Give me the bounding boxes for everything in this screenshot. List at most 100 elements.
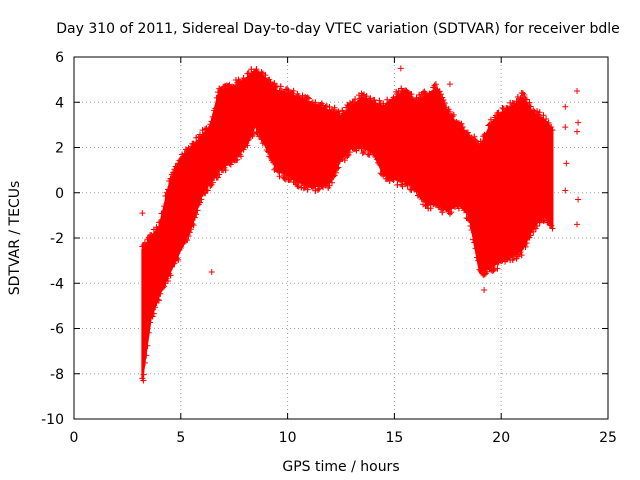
data-point: [504, 105, 511, 112]
data-point: [209, 113, 216, 120]
data-point: [562, 187, 569, 194]
data-point: [326, 182, 333, 189]
data-point: [204, 187, 211, 194]
data-point: [368, 146, 375, 153]
data-point: [338, 154, 344, 161]
data-point: [414, 192, 421, 199]
data-point: [354, 100, 361, 107]
data-point: [562, 103, 569, 110]
data-point: [329, 106, 336, 113]
data-point: [314, 186, 321, 193]
data-point: [312, 99, 319, 106]
data-point: [397, 65, 404, 72]
data-point: [364, 99, 371, 106]
data-point: [352, 96, 359, 103]
data-point: [508, 103, 515, 110]
data-point: [543, 213, 550, 220]
x-tick-label: 0: [70, 430, 79, 446]
data-point: [462, 207, 469, 214]
data-point: [549, 127, 556, 134]
data-point: [437, 91, 444, 98]
data-point: [487, 266, 494, 273]
data-point: [299, 180, 306, 187]
data-point: [280, 90, 287, 97]
data-point: [194, 207, 201, 214]
data-point: [476, 266, 483, 273]
data-point: [252, 122, 259, 129]
data-point: [312, 187, 319, 194]
data-point: [330, 108, 337, 115]
data-point: [361, 149, 368, 155]
data-point: [334, 165, 341, 172]
data-point: [439, 209, 446, 216]
data-point: [541, 118, 548, 125]
data-point: [193, 134, 200, 141]
data-point: [152, 230, 159, 237]
y-tick-label: -4: [50, 276, 64, 292]
data-point: [335, 108, 342, 115]
y-tick-label: -2: [50, 231, 64, 247]
data-point: [302, 93, 309, 100]
data-point: [154, 226, 161, 233]
data-point: [359, 150, 366, 157]
x-tick-label: 25: [599, 430, 617, 446]
data-point: [408, 91, 415, 98]
data-point: [289, 172, 296, 179]
data-point: [253, 66, 260, 73]
data-point: [440, 96, 447, 103]
data-point: [284, 86, 291, 93]
data-point: [293, 93, 300, 100]
data-point: [521, 241, 528, 248]
data-point: [145, 329, 152, 336]
data-point: [534, 223, 541, 230]
data-point: [432, 81, 439, 88]
data-point: [549, 225, 556, 232]
data-point: [161, 283, 168, 290]
data-point: [471, 239, 478, 246]
data-point: [413, 187, 420, 194]
data-point: [386, 99, 393, 106]
data-point: [200, 131, 207, 138]
data-point: [277, 166, 284, 173]
data-point: [141, 359, 148, 366]
data-point: [140, 371, 147, 378]
data-point: [222, 167, 229, 174]
data-point: [478, 140, 485, 147]
y-tick-label: 0: [55, 186, 64, 202]
data-point: [371, 96, 378, 103]
data-point: [220, 84, 227, 91]
data-point: [275, 90, 282, 97]
data-point: [562, 124, 569, 131]
data-point: [299, 92, 306, 99]
data-point: [563, 160, 570, 167]
data-point: [288, 89, 295, 96]
y-tick-label: -6: [50, 322, 64, 338]
y-tick-label: 6: [55, 50, 64, 66]
data-series: [139, 65, 582, 384]
data-point: [300, 185, 307, 192]
data-point: [574, 87, 581, 94]
data-point: [139, 210, 146, 217]
data-point: [213, 94, 220, 101]
data-point: [516, 98, 523, 105]
data-point: [234, 79, 241, 86]
data-point: [241, 143, 248, 150]
data-point: [290, 87, 297, 94]
data-point: [404, 182, 411, 189]
data-point: [477, 138, 484, 145]
data-point: [380, 171, 387, 178]
data-point: [527, 232, 534, 239]
data-point: [490, 267, 497, 274]
data-point: [461, 127, 468, 134]
data-point: [452, 203, 459, 210]
data-point: [574, 128, 581, 135]
data-point: [446, 210, 453, 217]
data-point: [262, 72, 269, 79]
data-point: [445, 106, 452, 113]
data-point: [455, 205, 462, 212]
data-point: [331, 172, 338, 179]
data-point: [391, 96, 398, 103]
data-point: [276, 173, 283, 180]
data-point: [350, 99, 357, 106]
data-point: [244, 142, 251, 149]
